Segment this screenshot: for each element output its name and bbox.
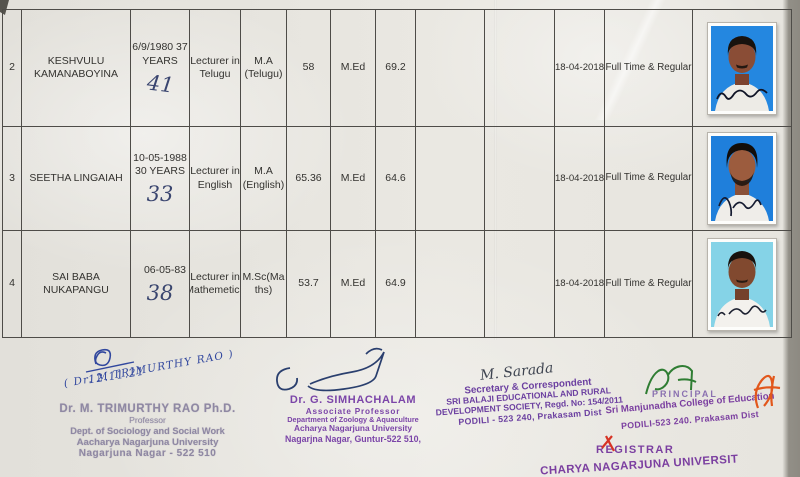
cell-blank (485, 10, 555, 127)
faculty-table: 2 KESHVULU KAMANABOYINA 6/9/1980 37 YEAR… (2, 9, 792, 338)
principal-title: PRINCIPAL (652, 389, 718, 399)
cell-dob: 06-05-83 38 (131, 231, 190, 337)
cell-name: KESHVULU KAMANABOYINA (22, 10, 131, 127)
cell-designation: Lecturer in English (190, 127, 241, 231)
cell-blank (416, 231, 485, 337)
cell-dob: 6/9/1980 37 YEARS 41 (131, 10, 190, 127)
cell-designation: Lecturer in Telugu (190, 10, 241, 127)
portrait-photo (711, 136, 773, 221)
handwritten-age: 33 (146, 182, 174, 207)
trimurthy-signature-scribble (85, 348, 135, 373)
stamp-line: Dr. M. TRIMURTHY RAO Ph.D. (59, 403, 236, 415)
stamp-line: Aacharya Nagarjuna University (76, 436, 219, 448)
cell-pg-percent: 53.7 (287, 231, 331, 337)
stamp-line: Nagarjna Nagar, Guntur-522 510, (285, 433, 421, 444)
registrar-university: CHARYA NAGARJUNA UNIVERSIT (539, 453, 739, 477)
cell-pg-percent: 65.36 (287, 127, 331, 231)
cell-nature: Full Time & Regular (605, 231, 693, 337)
stamp-line: Nagarjuna Nagar - 522 510 (78, 447, 217, 459)
cell-blank (485, 127, 555, 231)
handwritten-age: 38 (146, 281, 174, 306)
portrait-photo (711, 241, 773, 327)
cell-nature: Full Time & Regular (605, 10, 693, 127)
stamp-line: Associate Professor (305, 406, 401, 416)
cell-photo (693, 127, 791, 231)
cell-med-degree: M.Ed (331, 231, 376, 337)
photo-man-cyan-background (707, 237, 777, 331)
orange-signature (753, 374, 781, 409)
cell-name: SEETHA LINGAIAH (22, 127, 131, 231)
cell-med-degree: M.Ed (331, 127, 376, 231)
cell-sno: 4 (3, 231, 22, 337)
stamp-line: Department of Zoology & Aquaculture (287, 415, 419, 425)
stamp-line: Dr. G. SIMHACHALAM (289, 394, 417, 406)
registrar-title: REGISTRAR (596, 444, 675, 456)
cell-med-percent: 64.9 (376, 231, 416, 337)
cell-pg-degree: M.Sc(Ma ths) (241, 231, 287, 337)
handwritten-age: 41 (145, 70, 175, 98)
cell-blank (416, 10, 485, 127)
stamp-line: Acharya Nagarjuna University (293, 423, 413, 434)
dob-text: 06-05-83 (143, 263, 186, 276)
scan-corner-artifact (0, 0, 9, 15)
dob-text: 6/9/1980 37 YEARS (132, 41, 188, 67)
cell-blank (416, 127, 485, 231)
dob-text: 10-05-1988 30 YEARS (133, 151, 187, 177)
cell-sno: 2 (3, 10, 22, 127)
red-check-mark (601, 435, 615, 452)
paper-crease (560, 0, 700, 120)
cell-name: SAI BABA NUKAPANGU (22, 231, 131, 337)
cell-blank (485, 231, 555, 337)
cell-joining-date: 18-04-2018 (555, 127, 605, 231)
cell-joining-date: 18-04-2018 (555, 231, 605, 337)
stamp-secretary: Secretary & Correspondent SRI BALAJI EDU… (427, 374, 631, 429)
cell-sno: 3 (3, 127, 22, 231)
stamp-simhachalam: Dr. G. SIMHACHALAM Associate Professor D… (258, 394, 448, 444)
cell-photo (693, 10, 791, 127)
stamp-trimurthy: Dr. M. TRIMURTHY RAO Ph.D. Professor Dep… (40, 403, 255, 459)
paper-crease (494, 0, 497, 340)
photo-man-blue-background (707, 21, 777, 115)
cell-designation: Lecturer in Mathemetics (190, 231, 241, 337)
stamp-line: Dept. of Sociology and Social Work (70, 426, 225, 437)
photo-man-blue-background (707, 132, 777, 225)
portrait-photo (711, 25, 773, 111)
cell-joining-date: 18-04-2018 (555, 10, 605, 127)
cell-med-percent: 69.2 (376, 10, 416, 127)
cell-dob: 10-05-1988 30 YEARS 33 (131, 127, 190, 231)
simhachalam-signature (276, 347, 385, 392)
cell-photo (693, 231, 791, 337)
cell-pg-degree: M.A (English) (241, 127, 287, 231)
cell-med-percent: 64.6 (376, 127, 416, 231)
cell-med-degree: M.Ed (331, 10, 376, 127)
principal-signature (645, 365, 697, 395)
stamp-line: Professor (129, 415, 166, 426)
cell-pg-percent: 58 (287, 10, 331, 127)
cell-nature: Full Time & Regular (605, 127, 693, 231)
cell-pg-degree: M.A (Telugu) (241, 10, 287, 127)
